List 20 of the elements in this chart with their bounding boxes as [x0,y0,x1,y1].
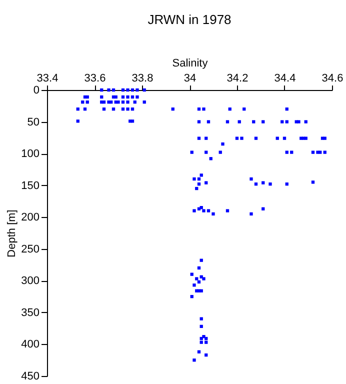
y-tick-label: 0 [33,84,40,96]
x-tick-label: 33.6 [84,72,106,84]
x-tick-label: 33.4 [36,72,58,84]
x-tick-label: 34.4 [274,72,296,84]
y-tick-label: 250 [21,243,40,256]
x-tick-label: 33.8 [132,72,154,84]
x-axis-title: Salinity [172,58,208,70]
y-tick-label: 100 [21,148,40,160]
y-tick-label: 350 [21,306,40,319]
y-tick-label: 400 [21,338,40,351]
y-axis-title: Depth [m] [6,210,18,258]
x-tick-label: 34.6 [322,72,344,84]
y-tick-label: 300 [21,275,40,288]
y-tick-label: 200 [21,212,40,224]
chart-title: JRWN in 1978 [148,12,232,27]
x-tick-label: 34.2 [226,72,248,84]
x-tick-label: 34 [184,72,196,84]
y-tick-label: 150 [21,180,40,192]
y-tick-label: 450 [21,370,40,382]
y-tick-label: 50 [27,116,40,128]
